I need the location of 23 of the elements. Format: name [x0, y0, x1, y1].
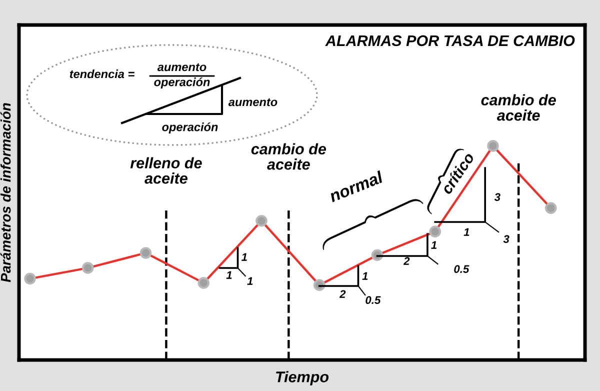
- x-axis-title: Tiempo: [276, 371, 329, 386]
- text: aumento: [157, 63, 206, 72]
- text: operación: [154, 77, 210, 89]
- annotation: 1: [247, 277, 253, 285]
- text: operación: [162, 122, 218, 134]
- annotation: 1: [242, 253, 247, 261]
- annotation: 3: [503, 235, 510, 243]
- annotation: 2: [403, 257, 410, 265]
- annotation: 1: [431, 241, 437, 249]
- annotation: 1: [464, 228, 470, 236]
- y-axis-title: Parámetros de información: [0, 103, 11, 282]
- chart-title: ALARMAS POR TASA DE CAMBIO: [325, 35, 575, 46]
- text: aumento: [228, 98, 278, 106]
- text: relleno de aceite: [130, 157, 202, 184]
- annotation: 0.5: [454, 265, 470, 273]
- annotation: 1: [362, 272, 368, 280]
- annotation: 2: [339, 290, 346, 298]
- text: cambio de aceite: [251, 143, 326, 170]
- annotation: 1: [226, 271, 232, 279]
- annotation: 3: [494, 193, 500, 201]
- text: cambio de aceite: [481, 94, 556, 121]
- text: tendencia =: [70, 70, 134, 78]
- annotation: 0.5: [366, 296, 381, 304]
